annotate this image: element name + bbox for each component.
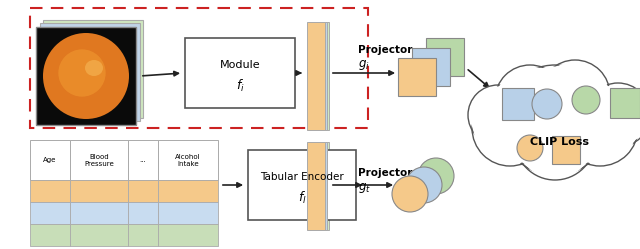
Text: Tabular Encoder: Tabular Encoder: [260, 172, 344, 182]
Circle shape: [468, 85, 528, 145]
Text: Alcohol
Intake: Alcohol Intake: [175, 153, 201, 167]
Ellipse shape: [517, 135, 543, 161]
Bar: [185, 38, 295, 108]
Circle shape: [502, 66, 609, 174]
Circle shape: [562, 90, 638, 166]
Ellipse shape: [572, 86, 600, 114]
Bar: [309, 22, 327, 130]
Bar: [128, 140, 158, 180]
Circle shape: [563, 91, 637, 165]
Circle shape: [497, 66, 563, 133]
Ellipse shape: [58, 49, 106, 97]
Bar: [307, 22, 325, 130]
Bar: [158, 224, 218, 246]
Ellipse shape: [392, 176, 428, 212]
Bar: [502, 88, 534, 120]
Bar: [412, 48, 450, 86]
Circle shape: [541, 62, 609, 128]
Text: Age: Age: [44, 157, 57, 163]
Bar: [311, 22, 329, 130]
Text: CLIP Loss: CLIP Loss: [531, 137, 589, 147]
Bar: [70, 202, 128, 224]
Bar: [248, 150, 356, 220]
Bar: [70, 180, 128, 202]
Ellipse shape: [532, 89, 562, 119]
Text: Blood
Pressure: Blood Pressure: [84, 153, 114, 167]
Bar: [70, 140, 128, 180]
Bar: [552, 136, 580, 164]
Bar: [398, 58, 436, 96]
Bar: [311, 142, 329, 230]
Bar: [128, 180, 158, 202]
Bar: [43, 20, 143, 118]
Bar: [158, 180, 218, 202]
Circle shape: [474, 91, 547, 165]
Circle shape: [588, 84, 640, 145]
Bar: [610, 88, 640, 118]
Circle shape: [586, 83, 640, 147]
Text: Module: Module: [220, 60, 260, 70]
Circle shape: [470, 86, 527, 143]
Ellipse shape: [406, 167, 442, 203]
Bar: [30, 224, 70, 246]
Text: $f_l$: $f_l$: [298, 189, 307, 206]
Text: $g_i$: $g_i$: [358, 58, 370, 72]
Ellipse shape: [418, 158, 454, 194]
Bar: [158, 140, 218, 180]
Text: ...: ...: [140, 157, 147, 163]
Bar: [309, 142, 327, 230]
Bar: [70, 224, 128, 246]
Bar: [426, 38, 464, 76]
Bar: [30, 180, 70, 202]
Bar: [128, 202, 158, 224]
Circle shape: [515, 100, 595, 180]
Bar: [36, 27, 136, 125]
Bar: [307, 142, 325, 230]
Ellipse shape: [43, 33, 129, 119]
Bar: [30, 8, 368, 128]
Text: Projector: Projector: [358, 168, 412, 178]
Circle shape: [500, 65, 610, 175]
Bar: [40, 23, 140, 121]
Circle shape: [516, 102, 593, 179]
Ellipse shape: [85, 60, 103, 76]
Text: $f_i$: $f_i$: [236, 77, 244, 94]
Bar: [128, 224, 158, 246]
Text: Projector: Projector: [358, 45, 412, 55]
Bar: [30, 140, 70, 180]
Text: $g_t$: $g_t$: [358, 181, 371, 195]
Bar: [30, 202, 70, 224]
Circle shape: [495, 65, 565, 135]
Circle shape: [472, 90, 548, 166]
Bar: [158, 202, 218, 224]
Circle shape: [540, 60, 610, 130]
